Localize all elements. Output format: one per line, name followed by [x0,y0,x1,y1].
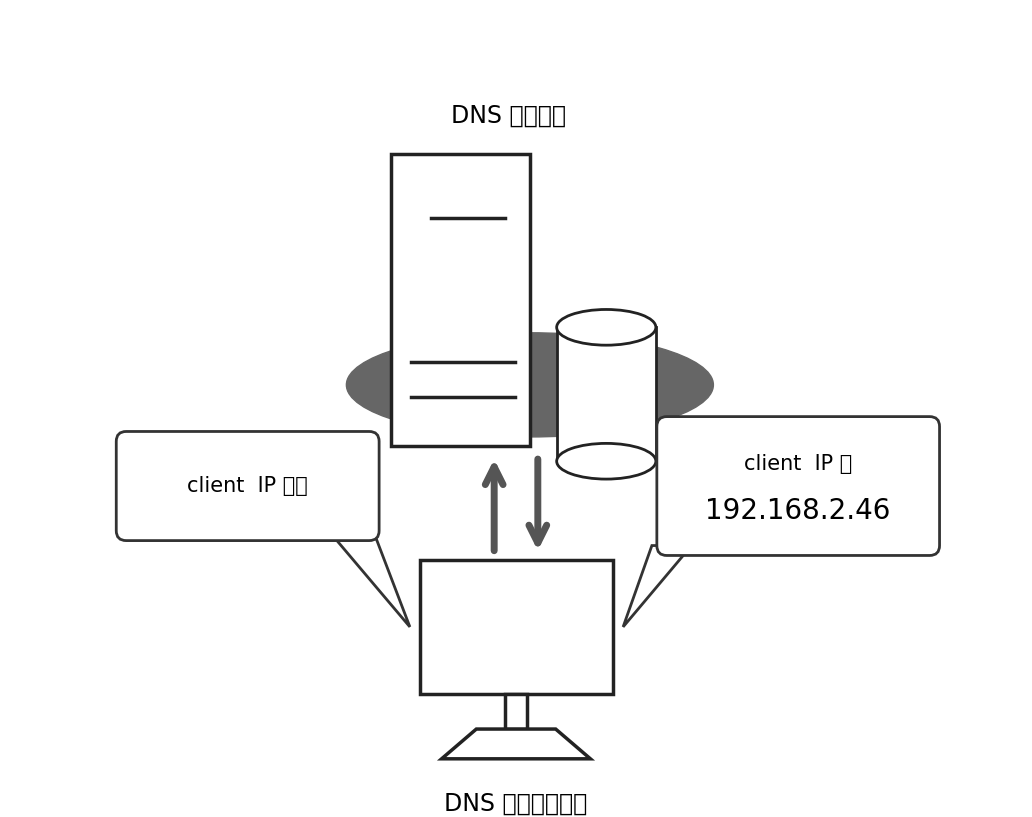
FancyBboxPatch shape [556,328,656,462]
Ellipse shape [556,444,656,479]
Text: client  IP は？: client IP は？ [187,476,308,496]
FancyBboxPatch shape [391,154,529,446]
Ellipse shape [556,310,656,346]
FancyBboxPatch shape [117,431,379,541]
Polygon shape [623,546,691,627]
Text: DNS クライアント: DNS クライアント [445,792,587,815]
Polygon shape [442,729,590,759]
FancyBboxPatch shape [656,417,939,556]
Text: DNS サーバー: DNS サーバー [451,104,567,128]
Text: 192.168.2.46: 192.168.2.46 [705,497,891,525]
FancyBboxPatch shape [420,560,613,694]
Polygon shape [328,531,410,627]
Text: client  IP は: client IP は [744,454,851,474]
Ellipse shape [347,333,713,437]
FancyBboxPatch shape [505,694,527,729]
